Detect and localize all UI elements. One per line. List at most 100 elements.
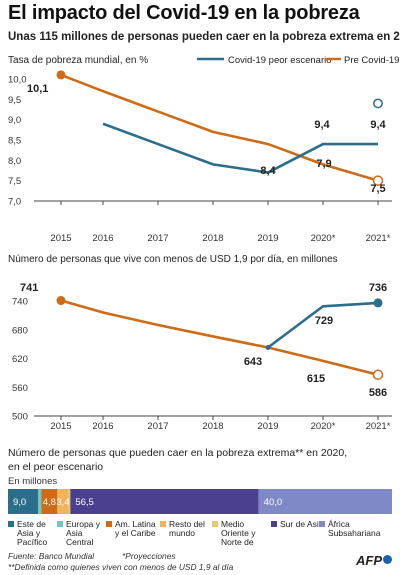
stacked-bar-segment-label: 3,4: [56, 497, 69, 508]
chart1-title: Tasa de pobreza mundial, en %: [8, 55, 148, 66]
stacked-bar-segment-label: 4,8: [43, 497, 56, 508]
stacked-bar-segment-label: 56,5: [75, 497, 94, 508]
chart2-pre-end-marker: [372, 369, 384, 381]
source-note: Fuente: Banco Mundial: [8, 551, 95, 561]
chart1-data-label: 10,1: [27, 83, 48, 95]
chart2-title: Número de personas que vive con menos de…: [8, 254, 338, 265]
chart1-data-label: 9,4: [370, 119, 386, 131]
chart2-pre-covid-line: [60, 299, 379, 377]
chart2-xtick-label: 2019: [257, 421, 278, 432]
stacked-bar-segment: [41, 489, 58, 514]
stacked-bar-segment: [57, 489, 69, 514]
chart2-covid-end-marker: [373, 298, 383, 308]
chart1-ytick-label: 9,0: [8, 115, 21, 126]
chart2-xtick-label: 2015: [50, 421, 71, 432]
chart1-ytick-label: 9,5: [8, 95, 21, 106]
chart3-legend-label: Resto del: [169, 519, 205, 529]
afp-logo-dot: [383, 555, 392, 564]
chart2-pre-start-marker: [56, 296, 66, 306]
stacked-bar-segment-label: 9,0: [13, 497, 26, 508]
chart2-data-label: 643: [244, 356, 262, 368]
chart1-covid-2021-marker: [373, 98, 383, 109]
chart2-ytick-label: 740: [12, 297, 28, 308]
afp-logo-text: AFP: [356, 553, 382, 568]
chart3-legend-swatch: [271, 521, 277, 527]
chart2-covid-line: [267, 301, 379, 349]
chart3-legend-swatch: [319, 521, 325, 527]
chart2-data-label: 586: [369, 387, 387, 399]
chart1-data-label: 8,4: [260, 165, 276, 177]
stacked-bar-segment: [258, 489, 392, 514]
chart3-unit-label: En millones: [8, 476, 57, 487]
chart1-xtick-label: 2020*: [311, 233, 336, 244]
chart1-xtick-label: 2019: [257, 233, 278, 244]
chart3-legend-swatch: [57, 521, 63, 527]
stacked-bar-segment: [70, 489, 259, 514]
chart1-pre-covid-line: [60, 73, 379, 182]
stacked-bar-segment: [8, 489, 38, 514]
chart1-ytick-label: 7,5: [8, 176, 21, 187]
chart2-split-marker: [265, 344, 271, 350]
stacked-bar-segment: [68, 489, 71, 514]
chart1-xtick-label: 2016: [92, 233, 113, 244]
stacked-bar-segment-label: 40,0: [264, 497, 283, 508]
chart3-legend-label: Central: [66, 537, 94, 547]
chart3-legend-label: Europa y: [66, 519, 101, 529]
chart3-legend-label: Pacífico: [17, 537, 48, 547]
definition-note: **Definida como quienes viven con menos …: [8, 562, 234, 572]
stacked-bar-segment: [38, 489, 42, 514]
chart1-ytick-label: 8,0: [8, 156, 21, 167]
chart3-legend-swatch: [212, 521, 218, 527]
chart2-data-label: 615: [307, 373, 325, 385]
chart3-legend-label: Am. Latina: [115, 519, 156, 529]
chart2-xtick-label: 2017: [147, 421, 168, 432]
chart1-xtick-label: 2021*: [366, 233, 391, 244]
chart1-xtick-label: 2015: [50, 233, 71, 244]
chart3-legend-label: Medio: [221, 519, 244, 529]
chart-title: El impacto del Covid-19 en la pobreza: [8, 2, 360, 24]
chart2-data-label: 736: [369, 282, 387, 294]
chart2-ytick-label: 620: [12, 354, 28, 365]
chart3-legend-label: Subsahariana: [328, 528, 381, 538]
chart2-ytick-label: 500: [12, 412, 28, 423]
chart2-xtick-label: 2021*: [366, 421, 391, 432]
chart3-legend-label: Asia: [66, 528, 83, 538]
chart2-xtick-label: 2018: [202, 421, 223, 432]
chart3-legend-label: Oriente y: [221, 528, 256, 538]
chart2-ytick-label: 680: [12, 325, 28, 336]
legend-pre-label: Pre Covid-19: [344, 55, 399, 66]
chart1-ytick-label: 8,5: [8, 136, 21, 147]
chart3-title-line-1: Número de personas que pueden caer en la…: [8, 447, 347, 459]
chart2-xtick-label: 2020*: [311, 421, 336, 432]
legend-covid-label: Covid-19 peor escenario: [228, 55, 332, 66]
chart3-legend-swatch: [160, 521, 166, 527]
afp-logo: AFP: [356, 553, 392, 568]
chart3-legend-swatch: [106, 521, 112, 527]
chart2-ytick-label: 560: [12, 383, 28, 394]
chart1-data-label: 9,4: [314, 119, 330, 131]
chart3-legend-swatch: [8, 521, 14, 527]
projections-note: *Proyecciones: [122, 551, 176, 561]
chart3-legend-label: Asia y: [17, 528, 41, 538]
chart1-ytick-label: 10,0: [8, 75, 27, 86]
chart2-data-label: 741: [20, 282, 38, 294]
chart2-xtick-label: 2016: [92, 421, 113, 432]
chart2-data-label: 729: [315, 315, 333, 327]
chart1-ytick-label: 7,0: [8, 197, 21, 208]
chart3-legend-label: África: [328, 519, 350, 529]
chart3-legend-label: mundo: [169, 528, 195, 538]
chart1-data-label: 7,5: [370, 183, 385, 195]
chart3-legend-label: Este de: [17, 519, 46, 529]
chart1-xtick-label: 2018: [202, 233, 223, 244]
chart1-covid-line: [102, 122, 378, 174]
chart1-data-label: 7,9: [316, 158, 331, 170]
chart-subtitle: Unas 115 millones de personas pueden cae…: [8, 31, 400, 43]
chart3-legend-label: Norte de: [221, 537, 254, 547]
chart1-pre-start-marker: [56, 70, 66, 80]
chart1-xtick-label: 2017: [147, 233, 168, 244]
chart3-legend-label: Sur de Asia: [280, 519, 324, 529]
chart3-title-line-2: en el peor escenario: [8, 461, 103, 473]
chart1-pre-end-marker: [372, 175, 384, 186]
chart3-legend-label: y el Caribe: [115, 528, 156, 538]
